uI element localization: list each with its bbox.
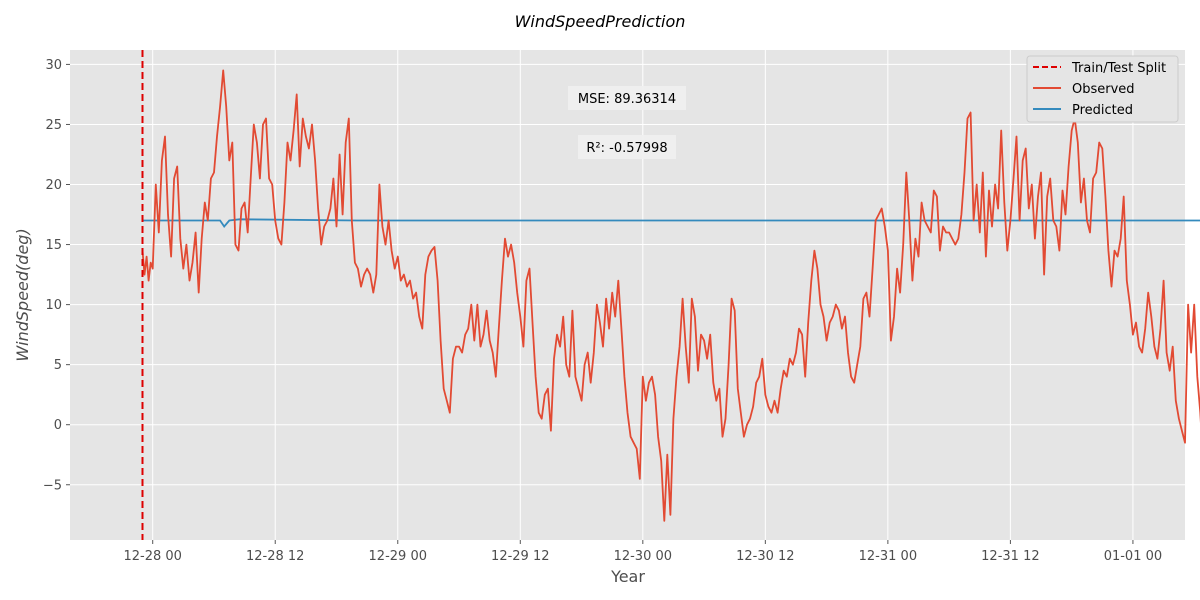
x-tick-label: 12-31 00: [859, 549, 917, 564]
x-tick-label: 12-28 00: [123, 549, 181, 564]
legend-label-predicted: Predicted: [1072, 103, 1133, 118]
y-tick-label: 30: [45, 58, 62, 73]
grid: [70, 50, 1185, 540]
mse-annotation-box: [568, 86, 686, 110]
x-tick-label: 12-28 12: [246, 549, 304, 564]
legend: Train/Test Split Observed Predicted: [1026, 55, 1179, 123]
legend-label-observed: Observed: [1072, 82, 1135, 97]
y-tick-label: 10: [45, 298, 62, 313]
plot-area: [70, 50, 1185, 540]
x-tick-label: 12-30 12: [736, 549, 794, 564]
x-axis: 12-28 00 12-28 12 12-29 00 12-29 12 12-30 00…: [123, 540, 1162, 564]
chart-title: WindSpeedPrediction: [515, 12, 686, 31]
y-axis-label: WindSpeed(deg): [13, 228, 32, 361]
legend-box: [1026, 55, 1179, 123]
x-tick-label: 01-01 00: [1104, 549, 1162, 564]
y-tick-label: 25: [45, 118, 62, 133]
x-tick-label: 12-29 00: [369, 549, 427, 564]
y-tick-label: 0: [54, 418, 62, 433]
x-axis-label: Year: [610, 567, 645, 586]
y-axis: −5 0 5 10 15 20 25 30: [43, 58, 70, 493]
x-tick-label: 12-29 12: [491, 549, 549, 564]
legend-label-split: Train/Test Split: [1071, 61, 1166, 76]
y-tick-label: 5: [54, 358, 62, 373]
mse-annotation: MSE: 89.36314: [578, 92, 676, 107]
y-tick-label: −5: [43, 478, 62, 493]
y-tick-label: 15: [45, 238, 62, 253]
y-tick-label: 20: [45, 178, 62, 193]
annotations: MSE: 89.36314 R²: -0.57998: [568, 86, 686, 159]
r2-annotation-box: [578, 135, 676, 159]
predicted-series-line: [142, 218, 1200, 228]
x-tick-label: 12-30 00: [614, 549, 672, 564]
x-tick-label: 12-31 12: [981, 549, 1039, 564]
r2-annotation: R²: -0.57998: [586, 141, 667, 156]
